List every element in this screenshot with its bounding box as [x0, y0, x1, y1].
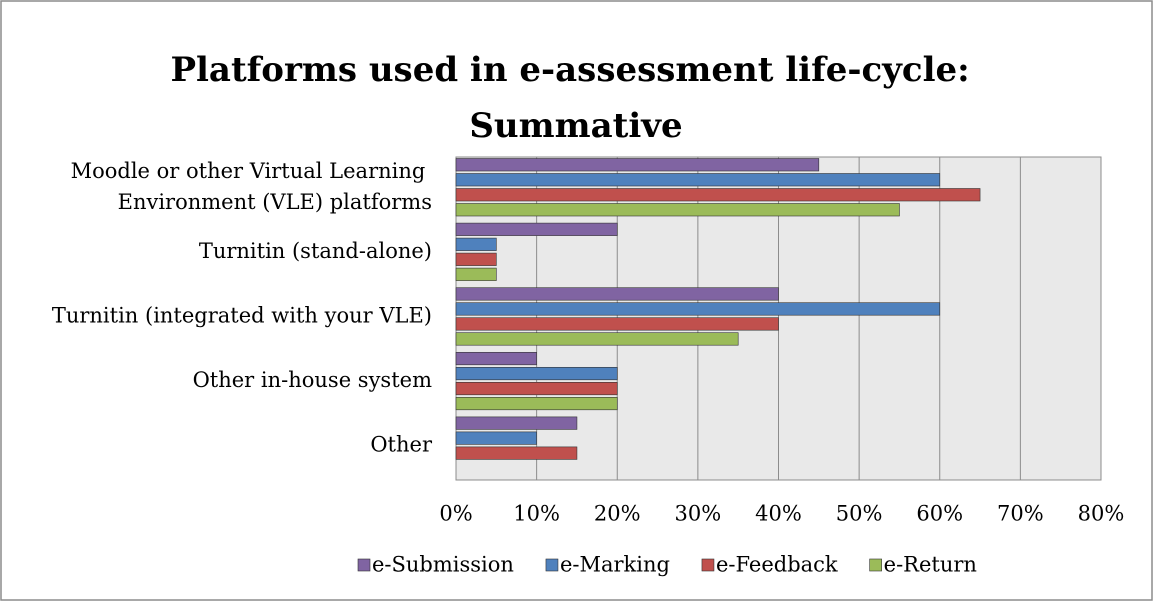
bar	[455, 332, 739, 346]
legend-swatch	[545, 558, 559, 572]
bar	[455, 317, 779, 331]
x-tick-label: 20%	[594, 502, 641, 526]
bar	[455, 351, 537, 366]
legend-swatch	[869, 558, 882, 572]
bar	[455, 287, 779, 301]
category-label: Other in-house system	[193, 368, 433, 392]
legend-label: e-Feedback	[716, 553, 838, 577]
x-tick-label: 70%	[997, 502, 1044, 526]
bar	[455, 173, 941, 187]
x-tick-label: 60%	[916, 502, 963, 526]
bar	[455, 158, 820, 172]
bar	[455, 237, 497, 251]
legend-swatch	[701, 558, 715, 572]
bar	[455, 222, 618, 236]
legend-label: e-Return	[884, 553, 977, 577]
category-label: Turnitin (integrated with your VLE)	[52, 303, 432, 327]
chart-title: Platforms used in e-assessment life-cycl…	[170, 50, 981, 146]
bar	[455, 366, 618, 381]
category-label: Moodle or other Virtual Learning Environ…	[71, 158, 432, 213]
x-tick-label: 80%	[1078, 502, 1125, 526]
x-tick-label: 30%	[675, 502, 722, 526]
bar	[455, 252, 497, 266]
bar	[455, 431, 537, 445]
x-tick-label: 10%	[513, 502, 560, 526]
x-tick-label: 50%	[836, 502, 883, 526]
bar	[455, 188, 981, 202]
category-label: Turnitin (stand-alone)	[199, 238, 432, 262]
legend-swatch	[357, 558, 371, 572]
bar	[455, 267, 497, 281]
legend-label: e-Marking	[560, 553, 670, 577]
bar	[455, 446, 578, 460]
bar	[455, 381, 618, 396]
category-label: Other	[370, 432, 433, 456]
bar	[455, 416, 578, 430]
legend-label: e-Submission	[372, 553, 514, 577]
x-tick-label: 40%	[755, 502, 802, 526]
bar	[455, 302, 941, 316]
bar	[455, 203, 900, 217]
x-tick-label: 0%	[439, 502, 472, 526]
bar	[455, 396, 618, 411]
